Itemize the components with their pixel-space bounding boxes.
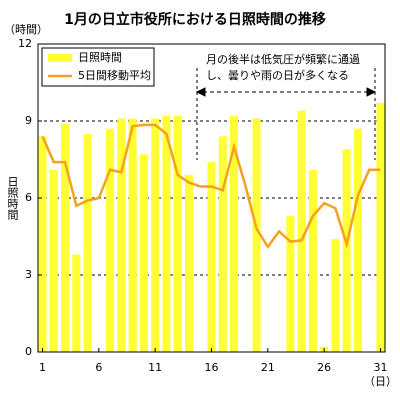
y-unit: （時間） (4, 23, 48, 36)
annotation: し、曇りや雨の日が多くなる (206, 68, 349, 82)
bar (207, 162, 216, 352)
bar (151, 118, 160, 352)
bar (139, 154, 148, 352)
bar (230, 115, 239, 352)
bar (72, 254, 81, 352)
bar (353, 128, 362, 352)
y-axis-label: 日照時間 (6, 176, 19, 221)
bar (342, 149, 351, 352)
x-tick-label: 31 (373, 361, 387, 374)
annotation-arrow (195, 68, 377, 160)
bar (308, 169, 317, 352)
line (41, 123, 381, 249)
bar (218, 136, 227, 352)
y-tick-label: 6 (25, 191, 32, 204)
bar (49, 169, 58, 352)
bar (376, 103, 385, 353)
bar (106, 128, 115, 352)
bar (184, 174, 193, 352)
x-tick-label: 16 (205, 361, 219, 374)
legend-label: 5日間移動平均 (78, 68, 151, 82)
chart-title: 1月の日立市役所における日照時間の推移 (64, 11, 326, 28)
x-tick-label: 26 (317, 361, 331, 374)
annotation: 月の後半は低気圧が頻繁に通過 (206, 52, 360, 66)
bar (162, 115, 171, 352)
bar (128, 118, 137, 352)
bar (117, 118, 126, 352)
y-tick-label: 12 (18, 37, 32, 50)
x-tick-label: 21 (261, 361, 275, 374)
legend-label: 日照時間 (78, 51, 122, 64)
x-tick-label: 6 (95, 361, 102, 374)
bar (331, 239, 340, 352)
y-tick-label: 3 (25, 268, 32, 281)
x-tick-label: 11 (148, 361, 162, 374)
bar (297, 110, 306, 352)
bar (83, 133, 92, 352)
bar (173, 115, 182, 352)
legend-swatch (48, 54, 72, 62)
x-unit: （日） (364, 375, 397, 388)
x-tick-label: 1 (39, 361, 46, 374)
bar (38, 136, 47, 352)
bar (286, 215, 295, 352)
bar (61, 123, 70, 352)
bar (252, 118, 261, 352)
y-tick-label: 0 (25, 345, 32, 358)
y-tick-label: 9 (25, 114, 32, 127)
